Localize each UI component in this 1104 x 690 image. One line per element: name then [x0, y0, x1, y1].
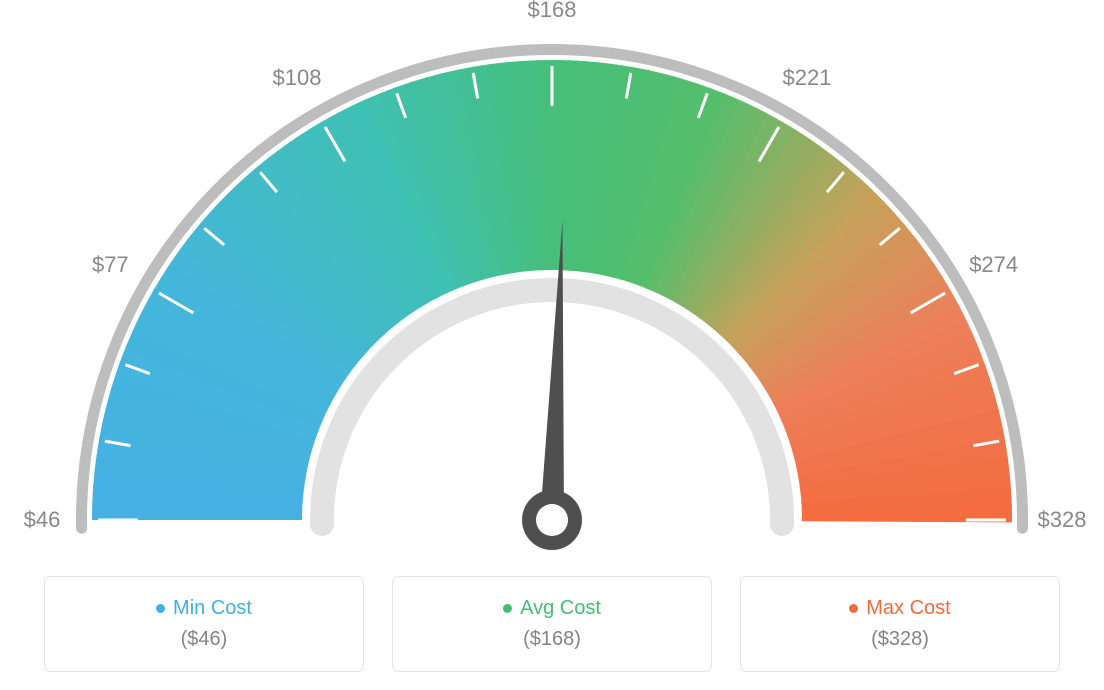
gauge-tick-label: $168 — [528, 0, 577, 23]
legend-label: Avg Cost — [520, 597, 601, 620]
dot-icon — [849, 604, 858, 613]
legend-title-max: Max Cost — [849, 597, 950, 620]
gauge-tick-label: $221 — [783, 65, 832, 91]
gauge-tick-label: $77 — [92, 252, 129, 278]
gauge-tick-label: $108 — [273, 65, 322, 91]
legend-card-min: Min Cost ($46) — [44, 576, 364, 672]
legend-card-avg: Avg Cost ($168) — [392, 576, 712, 672]
cost-gauge: $46 $77 $108 $168 $221 $274 $328 — [0, 0, 1104, 560]
legend-card-max: Max Cost ($328) — [740, 576, 1060, 672]
legend-label: Max Cost — [866, 597, 950, 620]
dot-icon — [503, 604, 512, 613]
gauge-tick-label: $328 — [1038, 507, 1087, 533]
legend-title-avg: Avg Cost — [503, 597, 601, 620]
dot-icon — [156, 604, 165, 613]
legend-value: ($46) — [181, 628, 228, 651]
gauge-svg — [0, 0, 1104, 560]
legend-value: ($328) — [871, 628, 929, 651]
legend-value: ($168) — [523, 628, 581, 651]
gauge-tick-label: $274 — [969, 252, 1018, 278]
gauge-tick-label: $46 — [24, 507, 61, 533]
legend-row: Min Cost ($46) Avg Cost ($168) Max Cost … — [0, 576, 1104, 672]
legend-label: Min Cost — [173, 597, 252, 620]
legend-title-min: Min Cost — [156, 597, 252, 620]
